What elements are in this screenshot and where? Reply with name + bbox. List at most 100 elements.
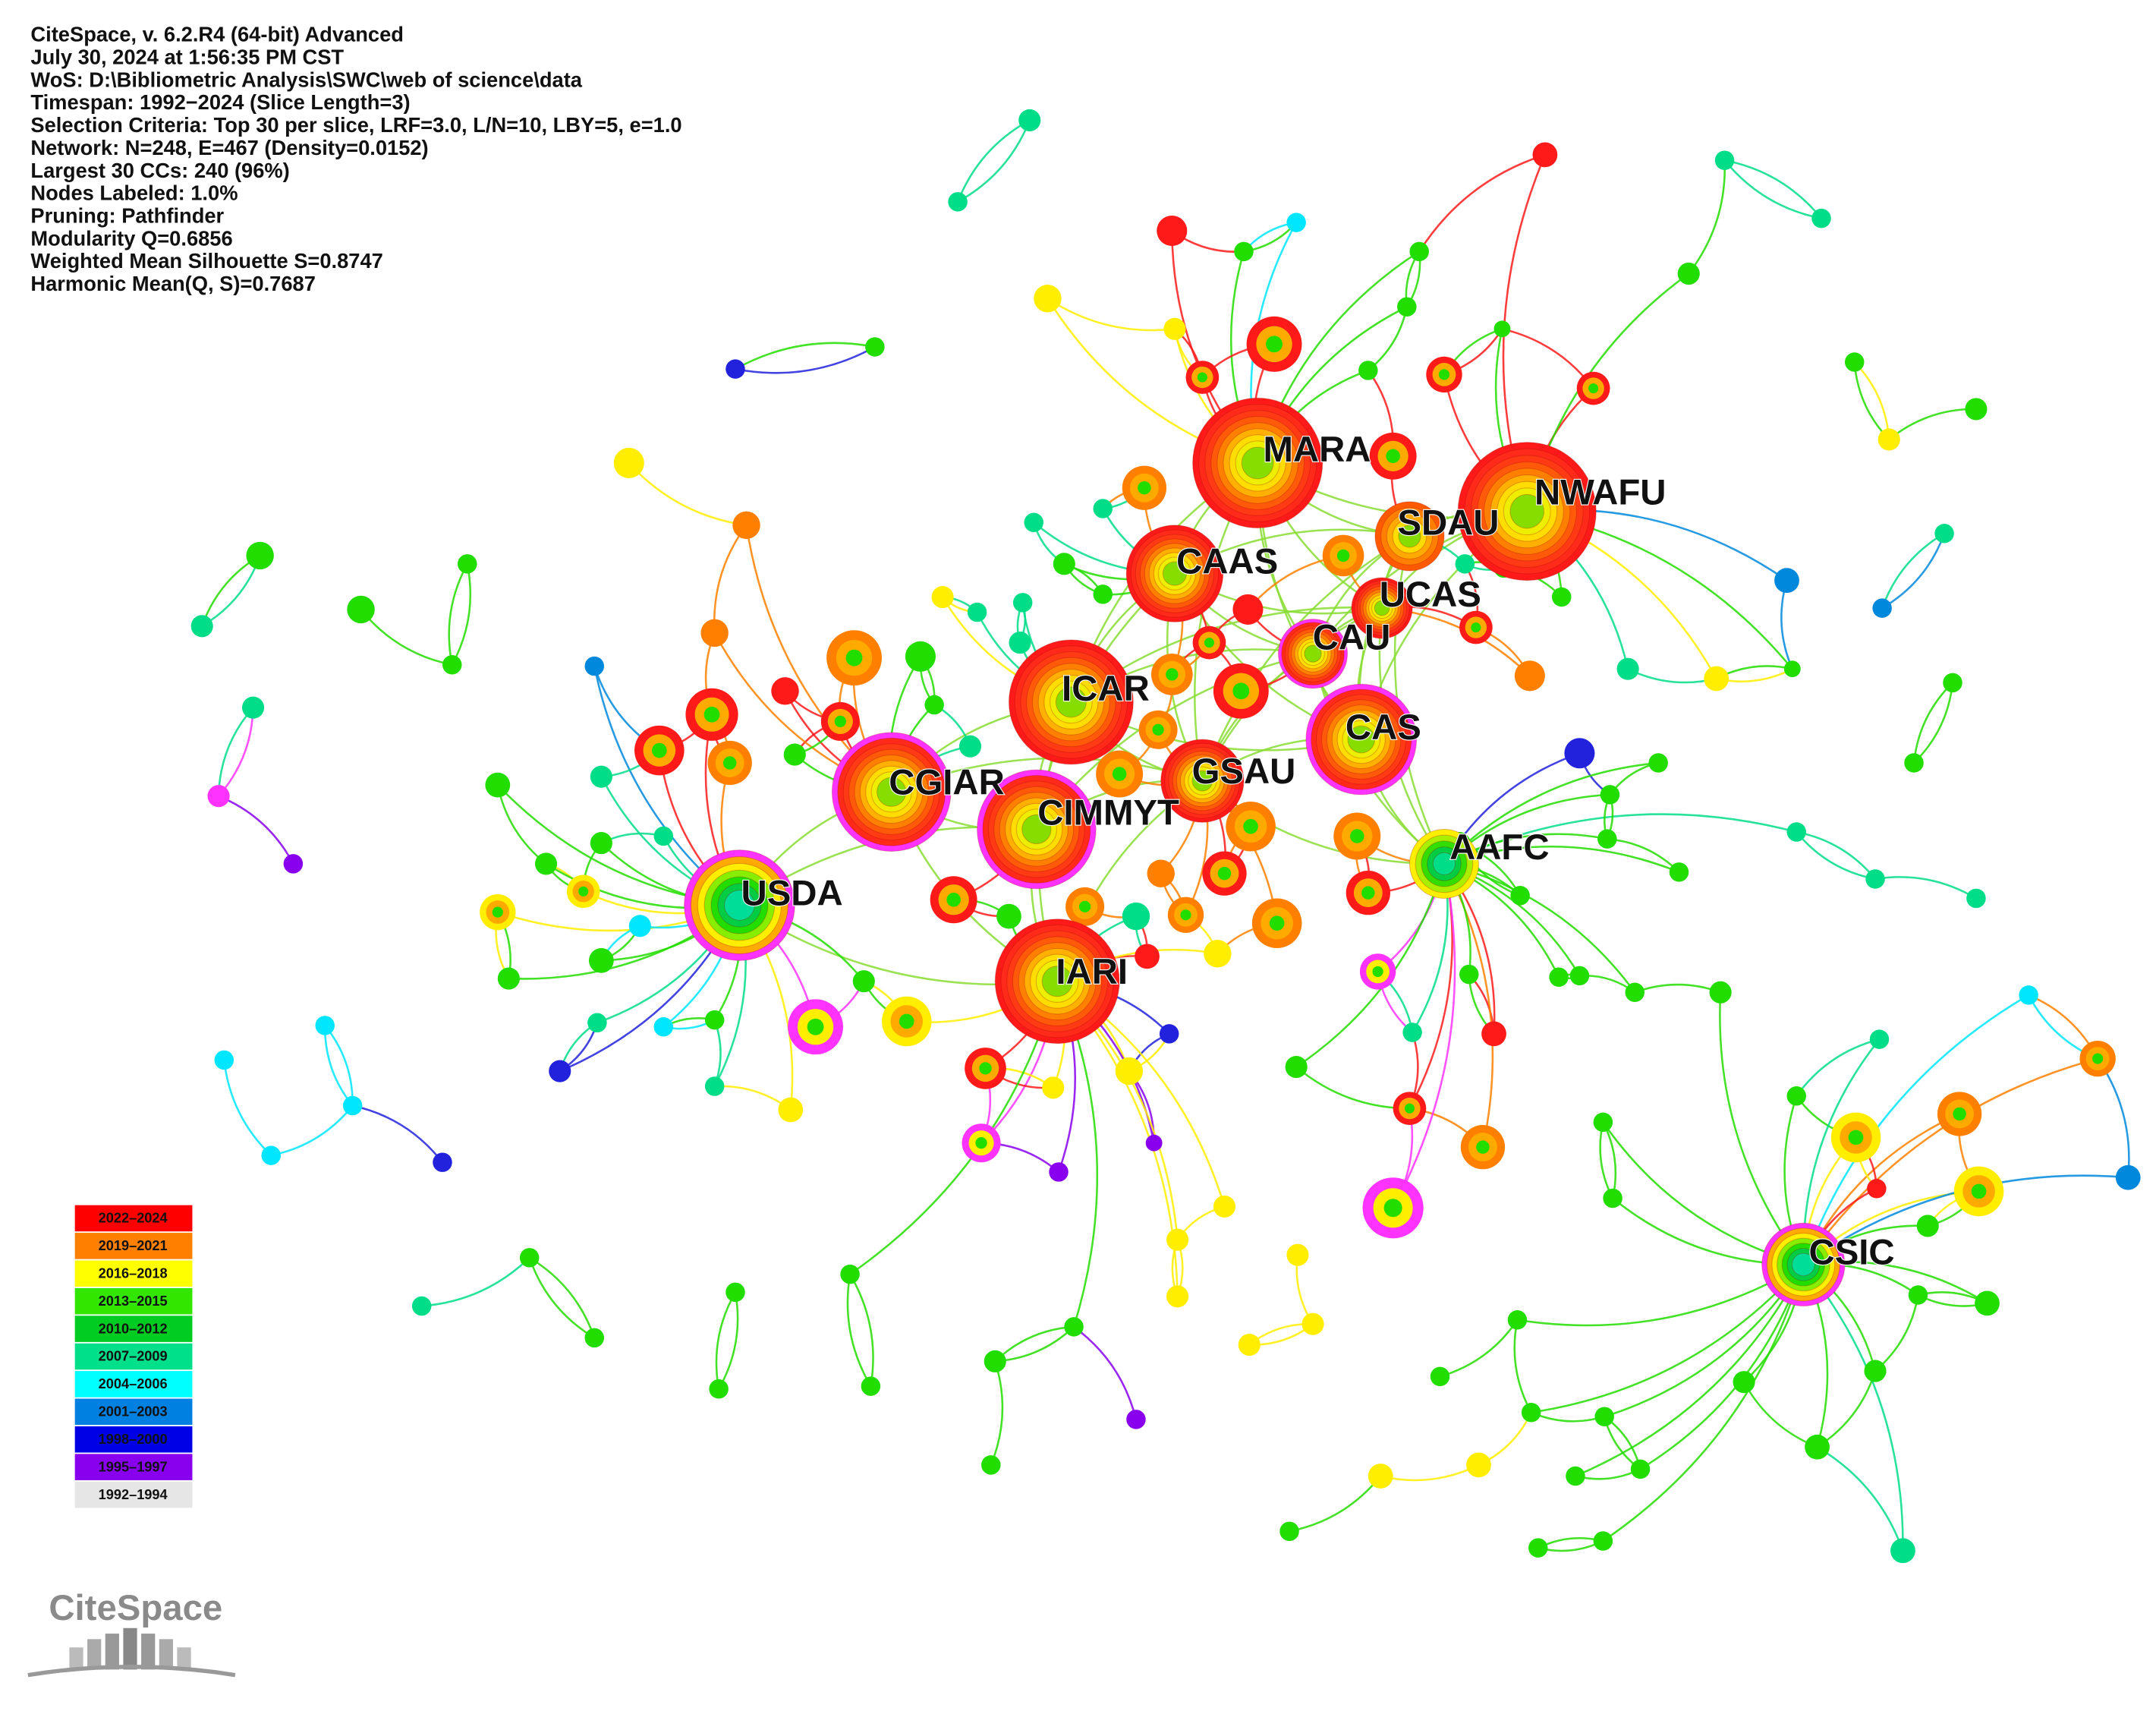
node-core — [1180, 909, 1191, 921]
node — [653, 1017, 674, 1037]
node — [1811, 208, 1831, 228]
node — [1286, 1243, 1309, 1266]
header: CiteSpace, v. 6.2.R4 (64-bit) AdvancedJu… — [30, 23, 681, 295]
header-line: Largest 30 CCs: 240 (96%) — [30, 159, 289, 182]
node — [1012, 593, 1033, 613]
node — [2019, 985, 2038, 1005]
node — [1943, 673, 1962, 693]
node — [1844, 352, 1865, 372]
edge — [1688, 160, 1726, 275]
legend-label: 1995–1997 — [99, 1459, 168, 1474]
node-core — [845, 649, 863, 666]
edge — [1538, 1537, 1604, 1549]
edge — [956, 119, 1031, 203]
header-line: WoS: D:\Bibliometric Analysis\SWC\web of… — [30, 68, 582, 91]
hub-ring — [724, 890, 755, 921]
node — [1704, 666, 1730, 692]
node — [725, 1282, 745, 1303]
node — [590, 765, 612, 788]
edge — [1047, 298, 1176, 332]
node — [1805, 1434, 1830, 1460]
node — [1774, 568, 1799, 594]
node-core — [1404, 1103, 1415, 1114]
edge — [352, 1104, 443, 1163]
edge — [1289, 1475, 1382, 1533]
edge — [1513, 1319, 1532, 1413]
node-label: CGIAR — [889, 763, 1005, 803]
node — [1238, 1333, 1261, 1357]
node — [1159, 1024, 1179, 1044]
node-core — [1197, 372, 1207, 383]
node — [984, 1350, 1006, 1372]
edge — [628, 462, 747, 527]
edge — [1853, 361, 1890, 440]
node-core — [1971, 1183, 1987, 1199]
logo-swoosh — [27, 1665, 236, 1678]
node-core — [975, 1137, 987, 1149]
node — [1064, 1317, 1084, 1337]
node — [1042, 1076, 1065, 1099]
node — [924, 695, 944, 715]
node — [1145, 1134, 1163, 1152]
logo-text: CiteSpace — [49, 1588, 222, 1628]
legend-label: 2016–2018 — [99, 1265, 168, 1281]
logo-bar — [69, 1647, 83, 1670]
node — [1869, 1029, 1890, 1049]
node — [1126, 1410, 1146, 1429]
node — [1481, 1021, 1506, 1047]
edge — [1517, 1263, 1805, 1327]
node-core — [1232, 682, 1250, 700]
edge — [1742, 1382, 1818, 1448]
node — [1877, 428, 1900, 451]
legend-label: 2004–2006 — [99, 1376, 168, 1391]
node-label: IARI — [1056, 952, 1128, 992]
edge — [1724, 159, 1823, 219]
node — [549, 1060, 571, 1082]
node-core — [1269, 915, 1285, 931]
node — [1514, 660, 1545, 692]
header-line: Selection Criteria: Top 30 per slice, LR… — [30, 113, 681, 137]
node — [1864, 1360, 1887, 1382]
edge — [994, 1325, 1075, 1363]
node — [1569, 966, 1590, 986]
node-core — [1217, 866, 1232, 881]
node-label: CIMMYT — [1037, 793, 1179, 833]
node — [981, 1455, 1001, 1475]
legend-swatch — [74, 1260, 193, 1287]
edge — [1380, 1464, 1480, 1482]
node — [1597, 829, 1617, 849]
node — [704, 1076, 725, 1096]
edge — [735, 345, 876, 374]
node — [1625, 982, 1645, 1002]
node — [1285, 1055, 1308, 1079]
legend: 2022–2024 2019–2021 2016–2018 2013–2015 2010… — [74, 1205, 193, 1508]
legend-swatch — [74, 1316, 193, 1342]
edge — [718, 1292, 739, 1390]
node — [1594, 1407, 1614, 1426]
legend-swatch — [74, 1454, 193, 1480]
node-label: NWAFU — [1534, 472, 1667, 512]
node-label: AAFC — [1449, 827, 1549, 868]
node-core — [1361, 886, 1375, 900]
edge — [1538, 1539, 1604, 1552]
node — [1908, 1285, 1928, 1305]
legend-label: 1998–2000 — [99, 1432, 168, 1447]
node — [1872, 598, 1892, 618]
node — [584, 1328, 605, 1348]
hub-ring — [1191, 770, 1213, 792]
node-core — [722, 756, 737, 770]
edge — [990, 1360, 1004, 1466]
edge — [360, 609, 452, 666]
edge — [1602, 1264, 1805, 1542]
node — [1455, 554, 1475, 574]
node — [861, 1376, 881, 1396]
hub-ring — [1021, 814, 1052, 845]
node — [1865, 869, 1885, 889]
legend-label: 1992–1994 — [99, 1487, 168, 1502]
edge — [1440, 1319, 1519, 1378]
hub-ring — [1791, 1253, 1815, 1277]
edge — [324, 1025, 354, 1106]
node — [283, 854, 304, 874]
edge — [1796, 830, 1877, 880]
